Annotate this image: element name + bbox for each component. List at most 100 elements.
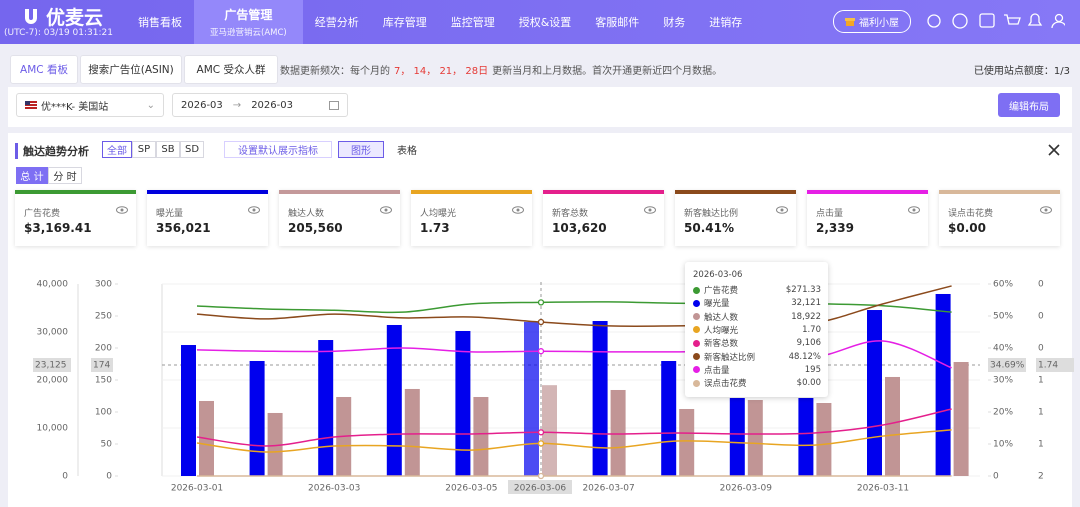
y4-tick-label: 0 <box>1038 312 1044 322</box>
eye-icon[interactable] <box>908 206 920 214</box>
cart-icon[interactable] <box>1004 14 1021 25</box>
y-tick-label: 250 <box>95 312 112 322</box>
date-range[interactable]: 2026-03 → 2026-03 <box>172 93 348 117</box>
kpi-name: 新客总数 <box>552 209 589 219</box>
ad-type-toggle[interactable]: 全部 <box>102 141 132 158</box>
nav-item[interactable]: 授权&设置 <box>507 0 584 44</box>
crosshair-y-box <box>1036 358 1074 372</box>
logo-icon <box>25 8 37 24</box>
nav-item[interactable]: 经营分析 <box>303 0 371 44</box>
tab[interactable]: AMC 受众人群 <box>184 55 278 84</box>
kpi-card[interactable]: 曝光量 356,021 <box>147 190 268 246</box>
tooltip-row: 点击量 195 <box>693 364 821 376</box>
tab[interactable]: AMC 看板 <box>10 55 78 84</box>
crosshair-y-box <box>988 358 1026 372</box>
view-toggle[interactable]: 表格 <box>384 141 430 158</box>
nav-item[interactable]: 销售看板 <box>126 0 194 44</box>
bar <box>542 385 557 476</box>
bar <box>679 408 695 476</box>
hover-point <box>537 318 545 326</box>
eye-icon[interactable] <box>1040 206 1052 214</box>
kpi-card[interactable]: 误点击花费 $0.00 <box>939 190 1060 246</box>
store-select[interactable]: 优***K- 美国站 ⌄ <box>16 93 164 117</box>
edit-layout-button[interactable]: 编辑布局 <box>998 93 1060 117</box>
tooltip-value: 1.70 <box>802 324 821 335</box>
bar <box>249 360 265 476</box>
date-to: 2026-03 <box>251 99 293 111</box>
notice-text: 数据更新频次：每个月的 <box>280 66 390 77</box>
crosshair-y-label: 1.74 <box>1038 361 1058 371</box>
kpi-value: 103,620 <box>552 221 607 235</box>
logo[interactable]: 优麦云 <box>22 3 103 30</box>
kpi-card[interactable]: 点击量 2,339 <box>807 190 928 246</box>
kpi-value: 205,560 <box>288 221 343 235</box>
x-tick-label: 2026-03-09 <box>720 484 773 494</box>
help-icon[interactable] <box>952 13 968 29</box>
nav-item[interactable]: 进销存 <box>697 0 754 44</box>
y-tick-label: 60% <box>993 280 1013 290</box>
y-tick-label: 300 <box>95 280 112 290</box>
eye-icon[interactable] <box>776 206 788 214</box>
eye-icon[interactable] <box>512 206 524 214</box>
ad-type-toggle[interactable]: SB <box>156 141 180 158</box>
kpi-value: $3,169.41 <box>24 221 92 235</box>
kpi-value: 2,339 <box>816 221 854 235</box>
close-button[interactable] <box>1047 143 1061 157</box>
kpi-name: 点击量 <box>816 209 844 219</box>
bar <box>473 396 489 476</box>
kpi-name: 曝光量 <box>156 209 184 219</box>
kpi-card[interactable]: 新客触达比例 50.41% <box>675 190 796 246</box>
y-tick-label: 40,000 <box>37 280 69 290</box>
y4-tick-label: 0 <box>1038 280 1044 290</box>
tooltip-value: $271.33 <box>785 285 821 295</box>
nav-item[interactable]: 库存管理 <box>371 0 439 44</box>
legend-dot <box>693 286 700 294</box>
y-tick-label: 50 <box>101 440 113 450</box>
eye-icon[interactable] <box>644 206 656 214</box>
ad-type-toggle[interactable]: SD <box>180 141 204 158</box>
kpi-card[interactable]: 人均曝光 1.73 <box>411 190 532 246</box>
legend-dot <box>693 379 700 387</box>
y-tick-label: 0 <box>106 472 112 482</box>
x-tick-label: 2026-03-06 <box>514 484 567 494</box>
mode-toggle[interactable]: 总 计 <box>16 167 48 184</box>
bell-icon[interactable] <box>1027 13 1043 26</box>
bar <box>404 388 420 476</box>
line <box>196 408 952 447</box>
tooltip-row: 曝光量 32,121 <box>693 297 821 309</box>
tooltip-name: 新客触达比例 <box>704 352 756 363</box>
kpi-name: 新客触达比例 <box>684 209 739 219</box>
kpi-card[interactable]: 新客总数 103,620 <box>543 190 664 246</box>
eye-icon[interactable] <box>380 206 392 214</box>
notice-days: 7， 14， 21， 28日 <box>394 66 489 77</box>
eye-icon[interactable] <box>116 206 128 214</box>
settings-button[interactable]: 设置默认展示指标 <box>224 141 332 158</box>
welfare-button[interactable]: 福利小屋 <box>833 10 911 33</box>
tooltip-name: 曝光量 <box>704 299 730 310</box>
tab[interactable]: 搜索广告位(ASIN) <box>80 55 182 84</box>
date-from: 2026-03 <box>181 99 223 111</box>
kpi-card[interactable]: 触达人数 205,560 <box>279 190 400 246</box>
bar <box>386 324 402 476</box>
hover-point <box>537 299 545 306</box>
view-toggle[interactable]: 图形 <box>338 141 384 158</box>
bar <box>455 330 471 476</box>
kpi-card[interactable]: 广告花费 $3,169.41 <box>15 190 136 246</box>
line <box>196 429 952 453</box>
bar <box>935 293 951 476</box>
ad-type-toggle[interactable]: SP <box>132 141 156 158</box>
bar <box>816 402 832 476</box>
nav-item[interactable]: 广告管理 亚马逊营销云(AMC) <box>194 0 303 44</box>
legend-dot <box>693 366 700 374</box>
y4-tick-label: 1 <box>1038 440 1044 450</box>
tooltip-row: 人均曝光 1.70 <box>693 324 821 336</box>
service-icon[interactable] <box>927 14 941 28</box>
nav-item[interactable]: 客服邮件 <box>583 0 651 44</box>
eye-icon[interactable] <box>248 206 260 214</box>
nav-item[interactable]: 监控管理 <box>439 0 507 44</box>
nav-item[interactable]: 财务 <box>651 0 697 44</box>
mode-toggle[interactable]: 分 时 <box>48 167 82 184</box>
update-notice: 数据更新频次：每个月的 7， 14， 21， 28日 更新当月和上月数据。首次开通更… <box>280 62 722 77</box>
y-tick-label: 10,000 <box>37 424 69 434</box>
message-icon[interactable] <box>979 13 995 28</box>
